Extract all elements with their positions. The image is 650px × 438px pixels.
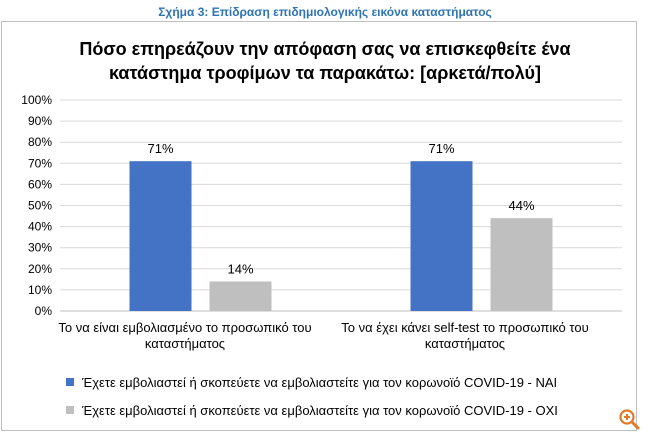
chart-title: Πόσο επηρεάζουν την απόφαση σας να επισκ… (0, 37, 650, 85)
legend-swatch-no (66, 406, 74, 414)
legend-item-yes: Έχετε εμβολιαστεί ή σκοπεύετε να εμβολια… (66, 374, 557, 390)
category-label-line: καταστήματος (424, 336, 506, 351)
data-label: 44% (508, 198, 534, 213)
category-label-line: Το να έχει κάνει self-test το προσωπικό … (341, 320, 589, 335)
legend-label-yes: Έχετε εμβολιαστεί ή σκοπεύετε να εμβολια… (82, 374, 558, 390)
y-tick-label: 0% (35, 304, 53, 318)
y-tick-label: 60% (28, 177, 52, 191)
y-tick-label: 100% (21, 93, 52, 107)
y-tick-label: 90% (28, 114, 52, 128)
zoom-in-icon[interactable] (617, 407, 641, 431)
y-tick-label: 10% (28, 283, 52, 297)
legend-item-no: Έχετε εμβολιαστεί ή σκοπεύετε να εμβολια… (66, 402, 558, 418)
y-tick-label: 20% (28, 262, 52, 276)
chart-title-line-2: κατάστημα τροφίμων τα παρακάτω: [αρκετά/… (108, 63, 542, 83)
data-label: 14% (227, 261, 253, 276)
bar-no-1 (490, 218, 553, 311)
legend-swatch-yes (66, 378, 74, 386)
category-label-self-test-staff: Το να έχει κάνει self-test το προσωπικό … (320, 320, 610, 352)
y-tick-label: 70% (28, 156, 52, 170)
y-axis-ticks: 0% 10% 20% 30% 40% 50% 60% 70% 80% 90% 100% (21, 93, 52, 318)
category-label-vaccinated-staff: Το να είναι εμβολιασμένο το προσωπικό το… (40, 320, 330, 352)
chart-title-line-1: Πόσο επηρεάζουν την απόφαση σας να επισκ… (79, 39, 571, 59)
y-tick-label: 30% (28, 241, 52, 255)
bars (129, 161, 553, 311)
data-labels: 71% 71% 14% 44% (147, 141, 534, 276)
bar-yes-1 (410, 161, 473, 311)
bar-yes-0 (129, 161, 192, 311)
category-label-line: καταστήματος (144, 336, 226, 351)
legend-label-no: Έχετε εμβολιαστεί ή σκοπεύετε να εμβολια… (82, 402, 558, 418)
category-label-line: Το να είναι εμβολιασμένο το προσωπικό το… (58, 320, 312, 335)
bar-no-0 (209, 281, 272, 311)
y-tick-label: 50% (28, 199, 52, 213)
data-label: 71% (428, 141, 454, 156)
y-tick-label: 40% (28, 220, 52, 234)
y-tick-label: 80% (28, 135, 52, 149)
data-label: 71% (147, 141, 173, 156)
figure-caption: Σχήμα 3: Επίδραση επιδημιολογικής εικόνα… (158, 5, 492, 19)
